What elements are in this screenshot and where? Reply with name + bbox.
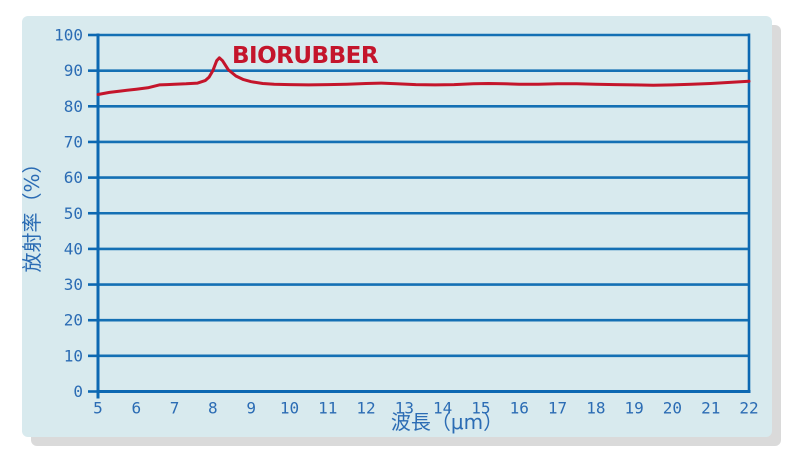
- x-axis-title: 波長（μm）: [391, 410, 503, 434]
- y-tick-labels: 0 10 20 30 40 50 60 70 80 90 100: [54, 26, 83, 402]
- x-tick-label: 9: [246, 399, 256, 418]
- y-tick-label: 10: [64, 346, 83, 365]
- y-tick-label: 50: [64, 204, 83, 223]
- y-gridlines: [98, 33, 749, 358]
- x-tick-label: 16: [510, 399, 529, 418]
- x-tick-labels: 5 6 7 8 9 10 11 12 13 14 15 16 17 18 19 20 21 22: [93, 399, 758, 418]
- x-tick-label: 17: [548, 399, 567, 418]
- x-tick-label: 7: [170, 399, 180, 418]
- y-tick-label: 100: [54, 26, 83, 45]
- x-tick-label: 22: [739, 399, 758, 418]
- x-tick-label: 20: [663, 399, 682, 418]
- axes: [96, 33, 751, 399]
- x-tick-label: 14: [433, 399, 452, 418]
- x-tick-label: 6: [131, 399, 141, 418]
- x-tick-label: 21: [701, 399, 720, 418]
- y-tick-label: 80: [64, 97, 83, 116]
- y-tick-label: 60: [64, 168, 83, 187]
- y-tick-label: 90: [64, 61, 83, 80]
- x-tick-label: 19: [624, 399, 643, 418]
- y-tick-label: 0: [73, 382, 83, 401]
- x-tick-label: 10: [280, 399, 299, 418]
- x-tick-label: 11: [318, 399, 337, 418]
- y-tick-label: 40: [64, 239, 83, 258]
- series-label-biorubber: BIORUBBER: [232, 43, 379, 69]
- y-tick-label: 30: [64, 275, 83, 294]
- x-tick-label: 12: [356, 399, 375, 418]
- y-tick-marks: [88, 33, 98, 393]
- y-axis-title: 放射率（%）: [22, 153, 44, 272]
- x-tick-label: 8: [208, 399, 218, 418]
- y-tick-label: 70: [64, 132, 83, 151]
- chart-card: 0 10 20 30 40 50 60 70 80 90 100 5 6 7 8 9 10 11 12 13 14 15…: [22, 16, 772, 437]
- x-tick-label: 15: [471, 399, 490, 418]
- emissivity-chart: 0 10 20 30 40 50 60 70 80 90 100 5 6 7 8 9 10 11 12 13 14 15…: [22, 26, 759, 435]
- x-tick-label: 18: [586, 399, 605, 418]
- x-tick-label: 13: [395, 399, 414, 418]
- y-tick-label: 20: [64, 311, 83, 330]
- series-line-biorubber: [96, 56, 751, 96]
- x-tick-label: 5: [93, 399, 103, 418]
